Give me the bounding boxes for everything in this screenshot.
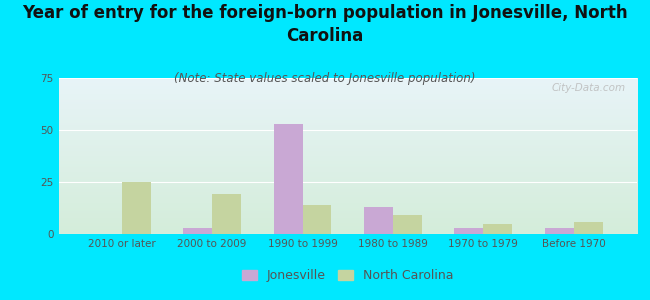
Text: (Note: State values scaled to Jonesville population): (Note: State values scaled to Jonesville… <box>174 72 476 85</box>
Bar <box>122 182 151 234</box>
Legend: Jonesville, North Carolina: Jonesville, North Carolina <box>237 264 459 287</box>
Text: City-Data.com: City-Data.com <box>551 83 625 93</box>
Bar <box>454 228 484 234</box>
Text: Year of entry for the foreign-born population in Jonesville, North
Carolina: Year of entry for the foreign-born popul… <box>22 4 628 45</box>
Bar <box>302 205 332 234</box>
Bar <box>274 124 302 234</box>
Bar <box>183 228 212 234</box>
Bar <box>364 207 393 234</box>
Bar <box>212 194 241 234</box>
Bar <box>545 228 574 234</box>
Bar <box>574 221 603 234</box>
Bar <box>484 224 512 234</box>
Bar <box>393 215 422 234</box>
